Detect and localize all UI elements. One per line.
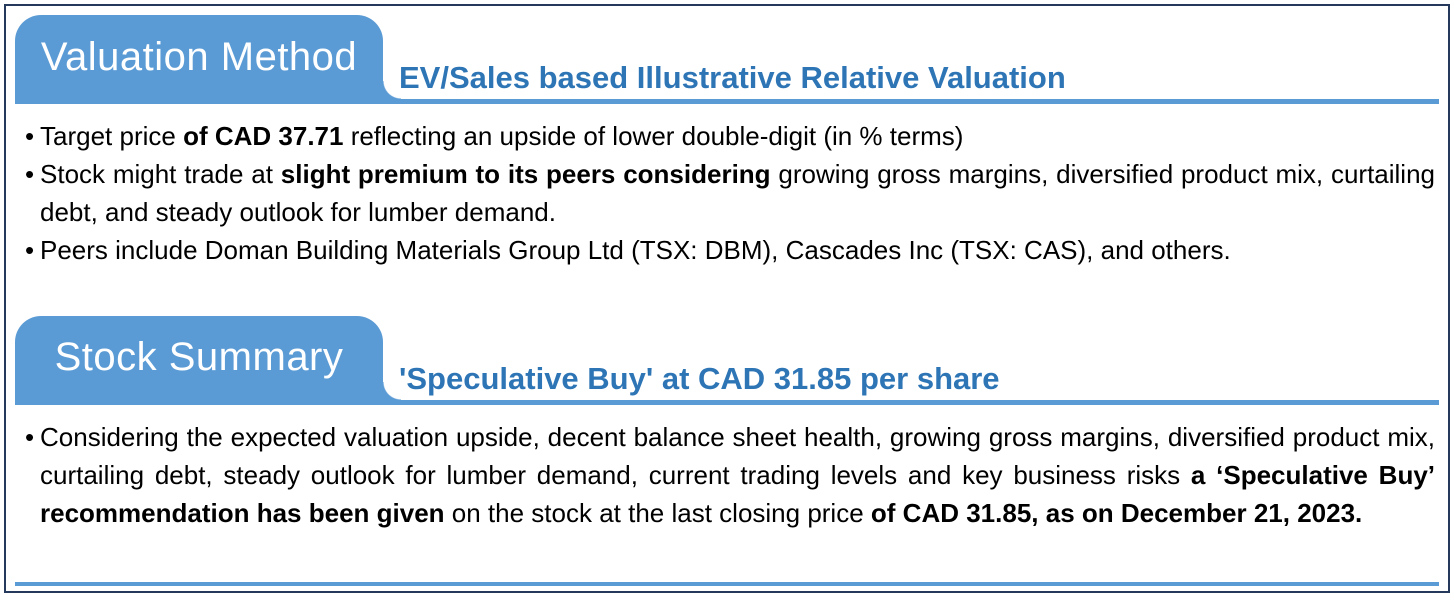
bullet-marker-icon: • xyxy=(25,158,35,189)
bullet-item-peers-list: • Peers include Doman Building Materials… xyxy=(25,232,1435,270)
bullet-text-pre: Stock might trade at xyxy=(40,158,281,189)
bullet-item-target-price: • Target price of CAD 37.71 reflecting a… xyxy=(25,118,1435,156)
bullet-marker-icon: • xyxy=(25,121,35,151)
bullet-text-post: reflecting an upside of lower double-dig… xyxy=(343,121,964,151)
stock-summary-body: • Considering the expected valuation ups… xyxy=(15,405,1439,533)
bullet-text-premium-to-peers: Stock might trade at slight premium to i… xyxy=(40,156,1435,232)
bullet-text-recommendation: Considering the expected valuation upsid… xyxy=(40,419,1435,533)
stock-summary-heading: 'Speculative Buy' at CAD 31.85 per share xyxy=(399,360,1000,396)
stock-summary-section: Stock Summary 'Speculative Buy' at CAD 3… xyxy=(15,315,1439,533)
valuation-method-section: Valuation Method EV/Sales based Illustra… xyxy=(15,15,1439,270)
valuation-method-tab: Valuation Method xyxy=(15,15,401,99)
bullet-text-peers-list: Peers include Doman Building Materials G… xyxy=(40,232,1435,270)
bullet-text-bold-2: of CAD 31.85, as on December 21, 2023. xyxy=(870,497,1363,528)
stock-summary-header-row: Stock Summary 'Speculative Buy' at CAD 3… xyxy=(15,315,1439,405)
bottom-divider xyxy=(15,582,1439,586)
bullet-marker-icon: • xyxy=(25,234,35,265)
bullet-text-pre: Target price xyxy=(40,121,184,151)
valuation-method-tab-label: Valuation Method xyxy=(40,34,358,79)
report-panel: Valuation Method EV/Sales based Illustra… xyxy=(4,4,1450,593)
bullet-text-bold: of CAD 37.71 xyxy=(183,121,344,151)
bullet-text-bold: a ‘Speculative Buy’ recommendation has b… xyxy=(40,459,1436,528)
bullet-text-mid: on the stock at the last closing price xyxy=(444,497,871,528)
bullet-text-target-price: Target price of CAD 37.71 reflecting an … xyxy=(40,118,1435,156)
bullet-item-recommendation: • Considering the expected valuation ups… xyxy=(25,419,1435,533)
valuation-method-header-row: Valuation Method EV/Sales based Illustra… xyxy=(15,15,1439,104)
bullet-text-post: growing gross margins, diversified produ… xyxy=(40,158,1436,227)
stock-summary-tab-label: Stock Summary xyxy=(54,335,344,380)
valuation-method-heading: EV/Sales based Illustrative Relative Val… xyxy=(399,60,1066,95)
bullet-text-pre: Peers include Doman Building Materials G… xyxy=(40,234,1231,265)
valuation-method-body: • Target price of CAD 37.71 reflecting a… xyxy=(15,104,1439,270)
bullet-text-bold: slight premium to its peers considering xyxy=(280,158,771,189)
bullet-text-pre: Considering the expected valuation upsid… xyxy=(40,421,1435,490)
bullet-item-premium-to-peers: • Stock might trade at slight premium to… xyxy=(25,156,1435,232)
stock-summary-tab: Stock Summary xyxy=(15,315,401,400)
bullet-marker-icon: • xyxy=(25,421,35,452)
